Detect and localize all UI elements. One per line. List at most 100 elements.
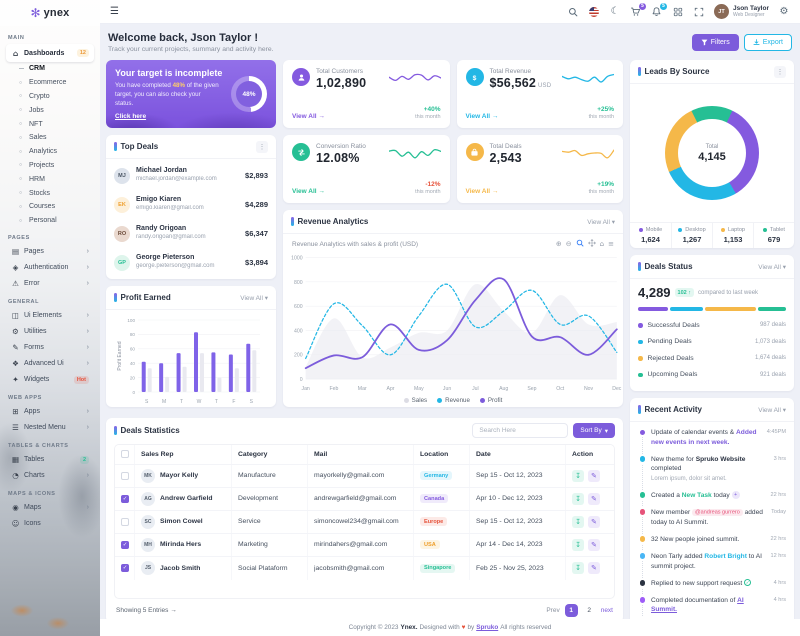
activity-link[interactable]: @andreas gurrero: [692, 509, 743, 517]
sidebar-item-charts[interactable]: ◔ Charts ›: [6, 468, 94, 484]
download-action-icon[interactable]: ↧: [572, 492, 584, 505]
column-header-sales-rep[interactable]: Sales Rep: [135, 444, 232, 464]
dark-mode-icon[interactable]: ☾: [610, 6, 620, 17]
sidebar-item-forms[interactable]: ✎ Forms ›: [6, 340, 94, 356]
pagination-next[interactable]: next: [600, 607, 613, 615]
column-header-mail[interactable]: Mail: [308, 444, 414, 464]
sidebar-subitem-stocks[interactable]: ○ Stocks: [6, 186, 94, 200]
selection-zoom-icon[interactable]: [576, 239, 584, 249]
sidebar-item-apps[interactable]: ⊞ Apps ›: [6, 404, 94, 420]
sidebar-item-utilities[interactable]: ⚙ Utilities ›: [6, 324, 94, 340]
more-options-icon[interactable]: ⋮: [256, 140, 268, 153]
row-checkbox[interactable]: [121, 517, 129, 526]
sidebar-subitem-jobs[interactable]: ○ Jobs: [6, 103, 94, 117]
sidebar-item-icons[interactable]: ☺ Icons: [6, 516, 94, 532]
sidebar-subitem-ecommerce[interactable]: ○ Ecommerce: [6, 76, 94, 90]
sidebar-subitem-hrm[interactable]: ○ HRM: [6, 172, 94, 186]
svg-text:800: 800: [294, 280, 303, 286]
deals-status-view-all[interactable]: View All ▾: [758, 263, 786, 271]
select-all-checkbox[interactable]: [121, 450, 129, 459]
legend-item[interactable]: Profit: [479, 397, 502, 404]
settings-gear-icon[interactable]: ⚙: [779, 6, 789, 17]
fullscreen-icon[interactable]: [693, 6, 705, 18]
legend-item[interactable]: Revenue: [437, 397, 470, 404]
edit-action-icon[interactable]: ✎: [588, 562, 600, 575]
search-input[interactable]: [472, 423, 569, 439]
row-checkbox[interactable]: ✓: [121, 564, 129, 573]
sidebar-item-error[interactable]: ⚠ Error ›: [6, 276, 94, 292]
column-header-category[interactable]: Category: [232, 444, 308, 464]
apps-grid-icon[interactable]: [672, 6, 684, 18]
sidebar-subitem-crm[interactable]: — CRM: [6, 62, 94, 76]
user-menu[interactable]: JT Json Taylor Web Designer: [713, 4, 769, 19]
download-action-icon[interactable]: ↧: [572, 538, 584, 551]
sidebar-subitem-courses[interactable]: ○ Courses: [6, 200, 94, 214]
export-button[interactable]: Export: [743, 34, 792, 51]
sidebar-item-pages[interactable]: ▤ Pages ›: [6, 244, 94, 260]
download-action-icon[interactable]: ↧: [572, 562, 584, 575]
sidebar-subitem-crypto[interactable]: ○ Crypto: [6, 90, 94, 104]
filters-button[interactable]: Filters: [691, 34, 739, 51]
footer-designer-link[interactable]: Spruko: [476, 624, 499, 631]
download-action-icon[interactable]: ↧: [572, 469, 584, 482]
profit-view-all[interactable]: View All ▾: [240, 294, 268, 302]
sidebar-item-maps[interactable]: ◉ Maps ›: [6, 500, 94, 516]
activity-link[interactable]: Robert Bright: [704, 552, 747, 560]
sidebar-item-dashboards[interactable]: ⌂ Dashboards 12: [6, 44, 94, 62]
row-checkbox[interactable]: ✓: [121, 540, 129, 549]
edit-action-icon[interactable]: ✎: [588, 492, 600, 505]
cart-icon[interactable]: 5: [630, 2, 646, 18]
legend-item[interactable]: Sales: [403, 397, 427, 404]
sort-by-button[interactable]: Sort By ▾: [573, 423, 615, 439]
zoom-in-icon[interactable]: ⊕: [555, 240, 562, 248]
notifications-icon[interactable]: 5: [651, 2, 667, 18]
sidebar-item-authentication[interactable]: ◈ Authentication ›: [6, 260, 94, 276]
activity-link[interactable]: AI Summit.: [651, 596, 744, 614]
sidebar-item-nested-menu[interactable]: ☰ Nested Menu ›: [6, 420, 94, 436]
sidebar-subitem-projects[interactable]: ○ Projects: [6, 159, 94, 173]
column-header-date[interactable]: Date: [470, 444, 566, 464]
recent-activity-view-all[interactable]: View All ▾: [758, 406, 786, 414]
view-all-link[interactable]: View All →: [465, 188, 499, 195]
view-all-link[interactable]: View All →: [292, 188, 325, 195]
search-icon[interactable]: [567, 6, 579, 18]
row-checkbox[interactable]: ✓: [121, 494, 129, 503]
sidebar-item-tables[interactable]: ▦ Tables 2: [6, 452, 94, 468]
activity-link[interactable]: Added new events in next week.: [651, 429, 757, 446]
row-checkbox[interactable]: [121, 471, 129, 480]
chart-menu-icon[interactable]: ≡: [608, 240, 614, 248]
edit-action-icon[interactable]: ✎: [588, 515, 600, 528]
pagination-page-1[interactable]: 1: [564, 604, 578, 618]
app-logo[interactable]: ✻ ynex: [0, 0, 100, 26]
sidebar-section-label: MAPS & ICONS: [8, 490, 56, 497]
column-header-location[interactable]: Location: [414, 444, 470, 464]
download-action-icon[interactable]: ↧: [572, 515, 584, 528]
sidebar-subitem-sales[interactable]: ○ Sales: [6, 131, 94, 145]
language-flag-icon[interactable]: [588, 6, 600, 18]
revenue-view-all[interactable]: View All ▾: [587, 218, 615, 226]
edit-action-icon[interactable]: ✎: [588, 538, 600, 551]
user-avatar: JT: [713, 4, 729, 19]
home-reset-icon[interactable]: ⌂: [599, 240, 605, 248]
sidebar-subitem-personal[interactable]: ○ Personal: [6, 214, 94, 228]
pan-icon[interactable]: [587, 239, 596, 249]
menu-toggle-icon[interactable]: ☰: [110, 6, 119, 17]
more-options-icon[interactable]: ⋮: [774, 65, 786, 78]
target-progress-ring: 48%: [231, 76, 267, 112]
target-click-here-link[interactable]: Click here: [115, 112, 147, 120]
activity-link[interactable]: New Task: [681, 491, 712, 499]
sidebar-item-widgets[interactable]: ✦ Widgets Hot: [6, 372, 94, 388]
pagination: Prev 1 2 next: [546, 604, 613, 618]
sidebar-item-ui-elements[interactable]: ◫ Ui Elements ›: [6, 308, 94, 324]
view-all-link[interactable]: View All →: [292, 113, 325, 120]
zoom-out-icon[interactable]: ⊖: [565, 240, 572, 248]
activity-link[interactable]: Spruko Website: [695, 455, 746, 463]
edit-action-icon[interactable]: ✎: [588, 469, 600, 482]
view-all-link[interactable]: View All →: [465, 113, 499, 120]
pagination-page-2[interactable]: 2: [587, 607, 592, 615]
sidebar-subitem-analytics[interactable]: ○ Analytics: [6, 145, 94, 159]
sidebar-item-advanced-ui[interactable]: ❖ Advanced Ui ›: [6, 356, 94, 372]
column-header-action[interactable]: Action: [572, 450, 594, 458]
pagination-prev[interactable]: Prev: [546, 607, 560, 615]
sidebar-subitem-nft[interactable]: ○ NFT: [6, 117, 94, 131]
